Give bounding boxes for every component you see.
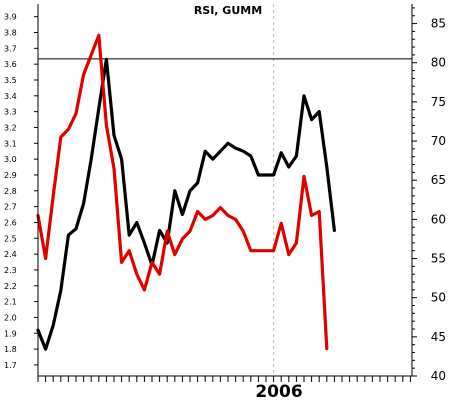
- series-line-1: [36, 57, 336, 351]
- right-tick-label: 40: [431, 369, 446, 383]
- series-line-2: [36, 33, 329, 351]
- right-tick-label: 50: [431, 291, 446, 305]
- left-tick-label: 2.3: [4, 266, 17, 275]
- left-tick-label: 1.8: [4, 345, 17, 354]
- left-tick-label: 1.7: [4, 361, 17, 370]
- chart-title: RSI, GUMM: [194, 4, 262, 17]
- left-tick-label: 3.6: [4, 60, 17, 69]
- left-tick-label: 2.5: [4, 234, 17, 243]
- axes-layer: 1.7 1.8 1.9 2.0 2.1 2.2 2.3 2.4 2.5 2.6 2.7 2.8 2.9 3…: [4, 4, 446, 383]
- left-tick-label: 3.2: [4, 123, 17, 132]
- right-tick-label: 55: [431, 252, 446, 266]
- right-tick-label: 60: [431, 212, 446, 226]
- left-tick-label: 2.2: [4, 282, 17, 291]
- left-tick-label: 3.8: [4, 28, 17, 37]
- right-tick-label: 70: [431, 134, 446, 148]
- left-tick-label: 1.9: [4, 329, 17, 338]
- right-tick-label: 85: [431, 17, 446, 31]
- left-tick-label: 2.0: [4, 313, 17, 322]
- x-year-label: 2006: [255, 382, 302, 400]
- left-tick-label: 3.5: [4, 76, 17, 85]
- left-tick-label: 3.1: [4, 139, 17, 148]
- right-tick-label: 75: [431, 95, 446, 109]
- right-tick-label: 80: [431, 56, 446, 70]
- left-tick-label: 3.4: [4, 92, 17, 101]
- left-tick-label: 2.9: [4, 171, 17, 180]
- left-tick-label: 3.3: [4, 108, 17, 117]
- left-tick-label: 2.7: [4, 203, 17, 212]
- left-tick-label: 3.7: [4, 44, 17, 53]
- left-tick-label: 2.8: [4, 187, 17, 196]
- left-tick-label: 3.9: [4, 13, 17, 22]
- left-tick-label: 2.4: [4, 250, 17, 259]
- left-tick-label: 2.1: [4, 298, 17, 307]
- series-layer: [36, 33, 336, 351]
- left-tick-label: 3.0: [4, 155, 17, 164]
- right-tick-label: 45: [431, 330, 446, 344]
- right-tick-label: 65: [431, 173, 446, 187]
- left-tick-label: 2.6: [4, 218, 17, 227]
